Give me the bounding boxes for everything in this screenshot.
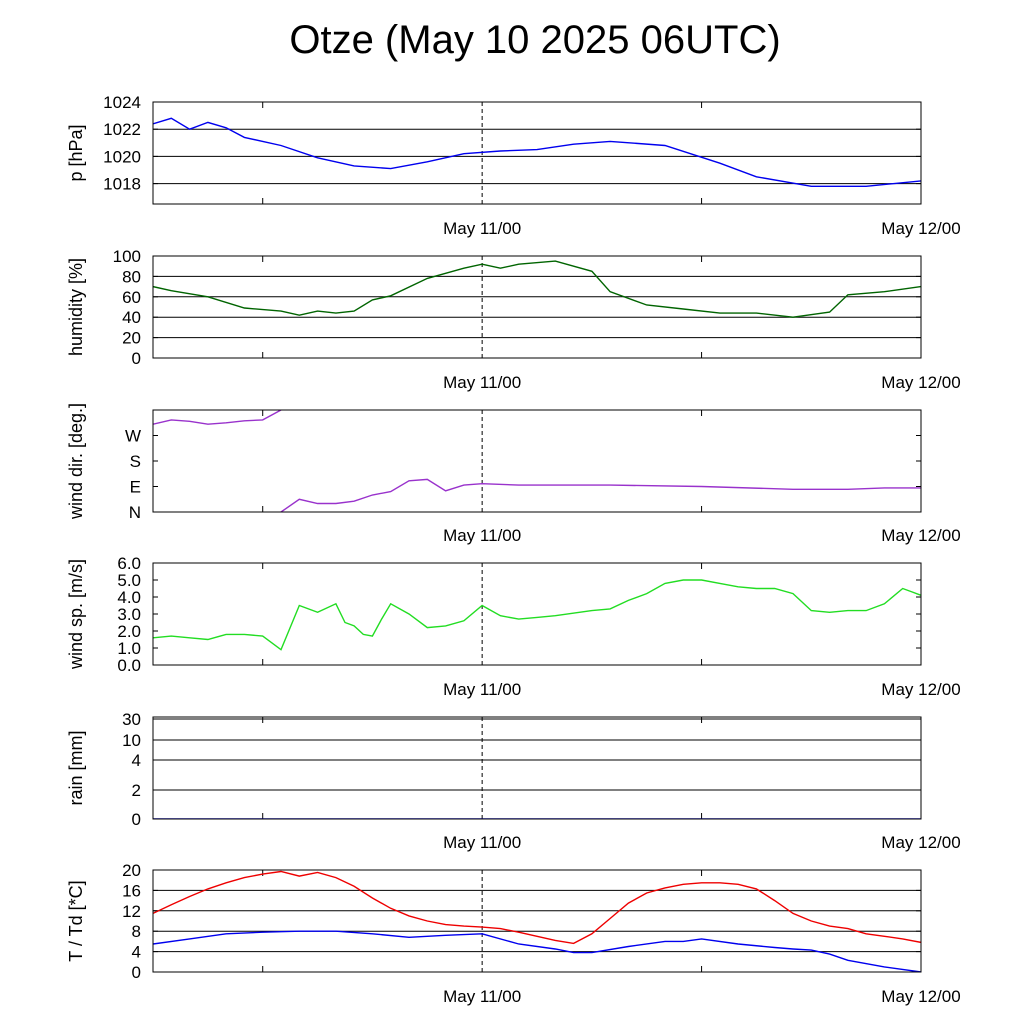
y-tick-label-0-3: 1024 [103, 93, 141, 112]
y-tick-label-2-3: W [125, 427, 141, 446]
y-tick-label-5-2: 8 [132, 922, 141, 941]
x-tick-label-0-0: May 11/00 [443, 219, 521, 238]
y-tick-label-2-0: N [129, 503, 141, 522]
series-segment-2-0 [153, 410, 282, 425]
x-tick-label-5-1: May 12/00 [881, 987, 960, 1006]
x-tick-label-3-0: May 11/00 [443, 680, 521, 699]
y-tick-label-5-5: 20 [122, 861, 141, 880]
y-tick-label-0-2: 1022 [103, 120, 141, 139]
y-axis-label-3: wind sp. [m/s] [66, 559, 86, 670]
y-tick-label-5-3: 12 [122, 902, 141, 921]
chart-title: Otze (May 10 2025 06UTC) [289, 18, 781, 62]
y-tick-label-3-1: 1.0 [117, 639, 141, 658]
y-tick-label-4-0: 0 [132, 810, 141, 829]
y-tick-label-0-0: 1018 [103, 175, 141, 194]
series-line-0 [153, 117, 921, 188]
y-tick-label-3-0: 0.0 [117, 656, 141, 675]
y-tick-label-3-3: 3.0 [117, 605, 141, 624]
y-tick-label-1-2: 40 [122, 308, 141, 327]
x-tick-label-1-1: May 12/00 [881, 373, 960, 392]
x-tick-label-1-0: May 11/00 [443, 373, 521, 392]
plot-frame-3 [152, 562, 922, 666]
y-tick-label-5-0: 0 [132, 963, 141, 982]
x-tick-label-3-1: May 12/00 [881, 680, 960, 699]
series-line-5-0 [153, 870, 921, 945]
x-tick-label-5-0: May 11/00 [443, 987, 521, 1006]
plot-frame-1 [152, 255, 922, 359]
plot-frame-0 [152, 101, 922, 205]
y-tick-label-5-4: 16 [122, 881, 141, 900]
series-line-5-1 [153, 930, 921, 972]
y-tick-label-1-4: 80 [122, 267, 141, 286]
y-tick-label-4-2: 4 [132, 751, 141, 770]
y-tick-label-0-1: 1020 [103, 147, 141, 166]
y-tick-label-3-4: 4.0 [117, 588, 141, 607]
x-tick-label-4-0: May 11/00 [443, 833, 521, 852]
y-tick-label-4-1: 2 [132, 781, 141, 800]
plot-frame-4 [152, 716, 922, 820]
x-tick-label-2-0: May 11/00 [443, 526, 521, 545]
y-tick-label-1-3: 60 [122, 288, 141, 307]
y-axis-label-0: p [hPa] [66, 124, 86, 181]
y-axis-label-5: T / Td [*C] [66, 880, 86, 961]
y-axis-label-4: rain [mm] [66, 730, 86, 805]
y-tick-label-4-4: 30 [122, 710, 141, 729]
y-tick-label-1-1: 20 [122, 329, 141, 348]
y-tick-label-3-6: 6.0 [117, 554, 141, 573]
y-axis-label-2: wind dir. [deg.] [66, 403, 86, 520]
y-tick-label-3-5: 5.0 [117, 571, 141, 590]
plot-frame-5 [152, 869, 922, 973]
x-tick-label-2-1: May 12/00 [881, 526, 960, 545]
y-tick-label-1-5: 100 [113, 247, 141, 266]
plot-frame-2 [152, 409, 922, 513]
y-tick-label-5-1: 4 [132, 943, 141, 962]
y-tick-label-2-1: E [130, 478, 141, 497]
y-tick-label-1-0: 0 [132, 349, 141, 368]
y-axis-label-1: humidity [%] [66, 258, 86, 356]
y-tick-label-3-2: 2.0 [117, 622, 141, 641]
y-tick-label-2-2: S [130, 452, 141, 471]
series-line-1 [153, 260, 921, 318]
y-tick-label-4-3: 10 [122, 731, 141, 750]
x-tick-label-4-1: May 12/00 [881, 833, 960, 852]
series-segment-2-1 [280, 478, 921, 512]
x-tick-label-0-1: May 12/00 [881, 219, 960, 238]
series-line-3 [153, 579, 921, 651]
